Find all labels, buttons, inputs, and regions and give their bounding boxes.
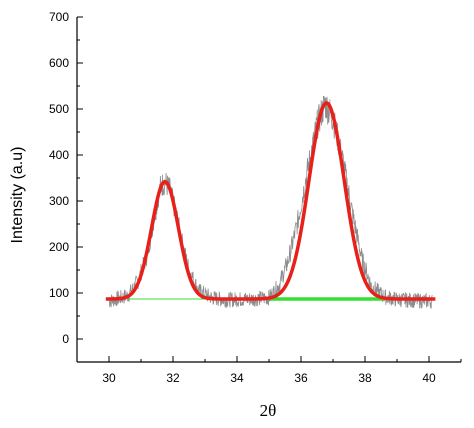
y-tick-label: 400 [49,148,69,162]
y-tick-label: 600 [49,56,69,70]
x-tick-label: 36 [294,371,308,385]
y-tick-label: 300 [49,194,69,208]
plot-area [104,95,437,309]
x-tick-label: 40 [422,371,436,385]
x-tick-label: 32 [166,371,180,385]
fit-curve-line [104,101,437,301]
y-tick-label: 0 [62,332,69,346]
x-tick-label: 38 [358,371,372,385]
y-tick-label: 700 [49,10,69,24]
x-axis-label: 2θ [260,401,277,420]
x-tick-label: 34 [230,371,244,385]
y-tick-label: 500 [49,102,69,116]
y-tick-label: 100 [49,286,69,300]
x-tick-label: 30 [102,371,116,385]
y-axis-label: Intensity (a.u) [9,147,26,244]
y-tick-label: 200 [49,240,69,254]
axes: 0 100 200 300 400 500 600 700 30 32 34 36 38 40 [49,10,462,385]
